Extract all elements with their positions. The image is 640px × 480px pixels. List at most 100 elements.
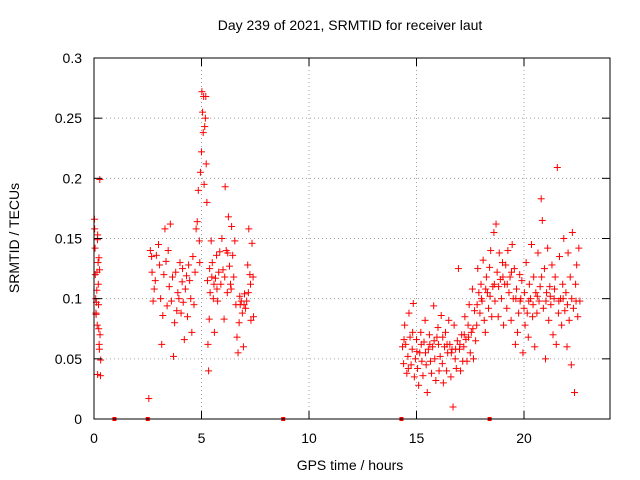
data-point (439, 333, 447, 341)
data-point (560, 235, 568, 242)
data-point (193, 218, 201, 226)
data-point (247, 280, 255, 288)
data-point (519, 349, 527, 357)
data-point (220, 315, 228, 323)
data-point (476, 309, 484, 317)
data-point (171, 319, 179, 327)
data-point (539, 304, 547, 312)
data-point (93, 321, 101, 329)
data-point (168, 273, 176, 281)
y-axis-label: SRMTID / TECUs (6, 183, 22, 293)
data-point (512, 295, 520, 303)
data-point (175, 295, 183, 303)
data-point (487, 247, 495, 255)
data-point (196, 168, 204, 176)
data-point (551, 273, 559, 281)
data-point (514, 328, 522, 336)
data-point (515, 309, 523, 317)
data-point (480, 316, 488, 324)
data-point (408, 345, 416, 353)
data-point (542, 297, 550, 305)
data-point (426, 340, 434, 348)
data-point (180, 336, 188, 344)
data-point (473, 321, 481, 329)
data-point (202, 160, 210, 168)
data-point (195, 237, 203, 245)
data-point (436, 352, 444, 360)
data-point (533, 292, 541, 300)
data-point (417, 328, 425, 336)
data-point (491, 297, 499, 305)
data-point (423, 389, 431, 397)
data-point (538, 273, 546, 281)
data-point (161, 225, 169, 233)
data-point (424, 345, 432, 353)
data-point (415, 381, 423, 389)
data-point (221, 273, 229, 281)
data-point (473, 301, 481, 309)
data-point (199, 108, 207, 116)
data-point (563, 343, 571, 351)
data-point (503, 304, 511, 312)
data-point (563, 301, 571, 309)
data-point (179, 298, 187, 306)
data-point (568, 295, 576, 303)
data-point (203, 198, 211, 206)
x-tick-label: 15 (409, 430, 425, 446)
data-point (508, 241, 516, 249)
data-point (207, 237, 215, 245)
data-point (559, 295, 567, 303)
data-point (550, 295, 558, 303)
data-point (156, 261, 164, 269)
x-axis-ticks: 0 5 10 15 20 (90, 58, 532, 446)
x-tick-label: 10 (301, 430, 317, 446)
data-point (542, 355, 549, 363)
data-point (419, 372, 427, 380)
data-point (151, 277, 159, 285)
data-point (422, 361, 430, 369)
data-point (403, 369, 411, 377)
data-point (504, 247, 512, 255)
data-point (228, 222, 236, 230)
data-point (520, 289, 528, 297)
data-point (94, 231, 102, 239)
data-point (198, 88, 206, 96)
data-point (172, 268, 180, 276)
data-point (552, 340, 560, 348)
data-point (494, 313, 502, 321)
data-point (95, 254, 103, 262)
data-point (516, 271, 524, 279)
data-point (553, 164, 561, 172)
data-point (434, 324, 442, 332)
data-point (432, 376, 440, 384)
data-point (94, 280, 102, 288)
data-point (243, 297, 251, 305)
data-point (227, 285, 235, 293)
data-point (465, 301, 473, 309)
data-point (565, 316, 573, 324)
data-point (428, 369, 436, 377)
data-point (475, 289, 483, 297)
data-point (460, 343, 468, 351)
data-point (201, 123, 209, 131)
data-point (96, 331, 104, 339)
data-point (453, 337, 461, 345)
data-point (206, 289, 214, 297)
data-point (447, 349, 455, 357)
data-point (213, 285, 221, 293)
data-point (162, 257, 170, 265)
data-point (547, 301, 555, 309)
data-point (185, 261, 193, 269)
data-point (569, 304, 577, 312)
data-point (234, 349, 242, 357)
data-point (155, 241, 162, 249)
data-point (573, 261, 581, 269)
data-point (178, 278, 186, 286)
data-point (445, 316, 453, 324)
data-point (465, 333, 473, 341)
y-tick-label: 0 (74, 411, 82, 427)
data-point (187, 295, 195, 303)
data-point (216, 248, 224, 256)
data-point (186, 277, 194, 285)
data-point (506, 273, 514, 281)
